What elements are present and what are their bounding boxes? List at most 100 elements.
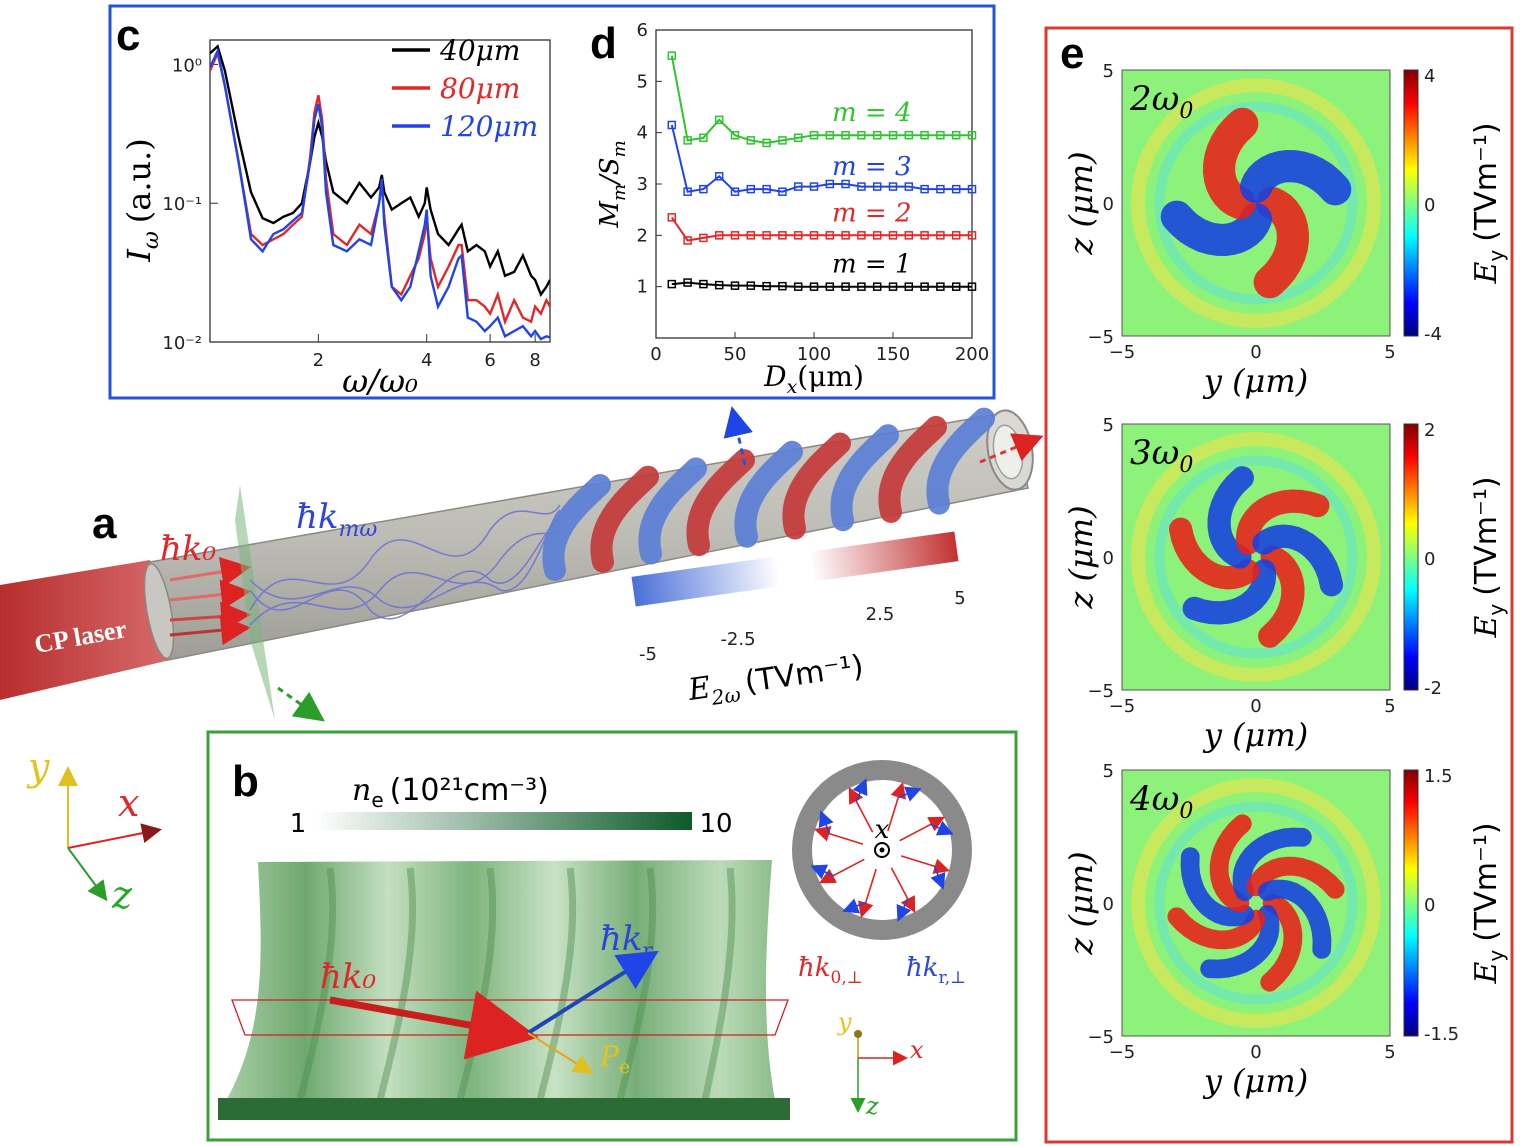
heatmap-lobe: [1258, 879, 1332, 959]
chart-d-marker: [825, 179, 835, 189]
heatmap-lobe: [1253, 186, 1309, 299]
chart-d-marker: [951, 130, 961, 140]
cbar-a-label: E2ω(TVm⁻¹): [685, 649, 866, 713]
chart-d-ytick-label: 6: [637, 20, 648, 41]
chart-d-marker: [841, 130, 850, 140]
chart-d-marker: [857, 182, 866, 191]
chart-d-marker: [699, 279, 708, 289]
chart-d-series-line: [671, 281, 972, 288]
heatmap-frame: [1121, 769, 1391, 1037]
chart-d-marker: [778, 136, 787, 145]
chart-c-legend-label: 120μm: [440, 110, 538, 143]
heatmap-cbar-label: Ey(TVm⁻¹): [1469, 476, 1508, 638]
chart-d-marker: [683, 136, 692, 145]
chart-d-marker: [778, 281, 787, 291]
chart-d-marker: [920, 231, 929, 240]
colorbar-a: [631, 531, 959, 607]
x-out-of-page-icon: [874, 842, 890, 858]
heatmap-lobe: [1180, 847, 1254, 927]
chart-d-xtick-label: 0: [650, 344, 661, 365]
chart-d-marker: [904, 182, 914, 191]
e2w-helix: [542, 407, 995, 581]
chart-d-xlabel: Dx(μm): [763, 360, 864, 398]
chart-d-marker: [714, 115, 724, 125]
chart-d-marker: [793, 133, 803, 143]
heatmap-frame: [1121, 69, 1391, 337]
chart-d-marker: [967, 184, 977, 194]
heatmap-xtick-label: 5: [1384, 1042, 1395, 1063]
chart-d-marker: [857, 130, 866, 140]
heatmap-lobe: [1182, 559, 1277, 625]
panel-c-letter: c: [116, 11, 140, 60]
chart-d-marker: [730, 187, 740, 196]
chart-c-ytick-label: 10⁻²: [162, 333, 202, 354]
chart-d-axes-box: [655, 29, 973, 339]
cbar-b-max: 10: [699, 809, 732, 839]
chart-d-marker: [936, 184, 945, 194]
chart-d-marker: [809, 130, 819, 140]
chart-d-xtick-label: 50: [724, 344, 747, 365]
panel-e-frame: [1044, 26, 1514, 1144]
chart-d-marker: [888, 182, 898, 191]
chart-d-series-line: [670, 55, 972, 144]
chart-d-marker: [951, 184, 961, 194]
chart-d-marker: [699, 233, 708, 243]
chart-d: 1 2 3 4 5 6 0 50 100 150 200 m = 4 m = 3 m = 2 m = 1…: [595, 20, 989, 398]
chart-d-marker: [762, 281, 771, 291]
heatmap-cbar-tick: 4: [1424, 66, 1435, 87]
heatmap-colorbar: [1403, 423, 1419, 691]
heatmap-xtick-label: 0: [1250, 1042, 1261, 1063]
heatmap-cbar-tick: 1.5: [1424, 766, 1453, 787]
heatmap-pattern: [1131, 778, 1381, 1028]
helix-segment: [830, 424, 899, 532]
heatmap-ylabel: z (μm): [1062, 851, 1100, 955]
chart-c-series-line: [210, 49, 550, 326]
chart-d-ytick-label: 5: [637, 71, 648, 92]
helix-segment: [782, 432, 851, 540]
chart-d-marker: [730, 130, 740, 140]
k0-perp-arrow: [813, 826, 864, 845]
chart-d-marker: [967, 231, 977, 240]
kr-perp-arrow: [852, 778, 868, 802]
heatmap-xtick-label: 0: [1250, 342, 1261, 363]
chart-d-marker: [857, 282, 866, 291]
heatmap-xtick-label: −5: [1109, 1042, 1136, 1063]
kr-perp-arrow: [818, 810, 834, 835]
heatmap-lobe: [1258, 545, 1305, 648]
heatmap-xtick-label: 0: [1250, 696, 1261, 717]
chart-d-marker: [778, 231, 787, 240]
chart-d-marker: [683, 236, 692, 245]
chart-d-marker: [904, 282, 914, 291]
panel-e-letter: e: [1060, 29, 1084, 78]
svg-text:Mm/Sm: Mm/Sm: [595, 140, 630, 228]
heatmap-outer-ring: [1131, 778, 1381, 1028]
chart-d-marker: [793, 282, 803, 291]
chart-d-marker: [888, 130, 898, 140]
chart-d-marker: [904, 231, 914, 240]
chart-c-ytick-label: 10⁻¹: [162, 194, 202, 215]
chart-d-ytick-label: 4: [637, 123, 648, 144]
chart-d-marker: [920, 130, 929, 140]
chart-d-marker: [746, 136, 756, 145]
heatmap-xlabel: y (μm): [1202, 1062, 1308, 1100]
heatmap-lobe: [1168, 517, 1260, 590]
chart-d-ylabel: Mm/Sm: [595, 140, 630, 228]
chart-d-marker: [746, 184, 756, 194]
heatmap-outer-ring: [1131, 432, 1381, 682]
k0-perp-arrow: [899, 816, 945, 842]
heatmap-background: [1122, 70, 1390, 336]
chart-d-marker: [746, 231, 756, 240]
kr-perp-arrow: [842, 898, 867, 914]
heatmap-cbar-tick: -4: [1424, 324, 1442, 345]
heatmap-ylabel: z (μm): [1062, 505, 1100, 609]
pe-label: Pe: [599, 1040, 630, 1078]
heatmap-ytick-label: 0: [1103, 548, 1114, 569]
heatmap-ytick-label: 0: [1103, 194, 1114, 215]
chart-d-series-label: m = 4: [832, 98, 912, 128]
triad-x: x: [118, 781, 139, 825]
heatmap-background: [1122, 770, 1390, 1036]
heatmap-pattern: [1131, 78, 1381, 328]
chart-d-marker: [809, 182, 819, 191]
